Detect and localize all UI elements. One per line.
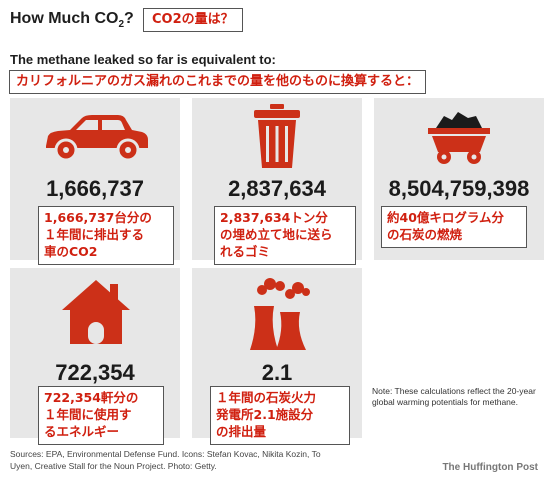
caption-jp-coal: 約40億キログラム分 の石炭の燃焼	[381, 206, 527, 248]
subtitle-jp-box: カリフォルニアのガス漏れのこれまでの量を他のものに換算すると：	[9, 70, 427, 94]
value-house: 722,354	[55, 360, 135, 385]
coal-cart-icon	[428, 112, 490, 164]
note-text: Note: These calculations reflect the 20-…	[372, 386, 536, 408]
power-plant-icon	[250, 278, 310, 350]
caption-jp-house: 722,354軒分の １年間に使用す るエネルギー	[38, 386, 164, 445]
publisher-credit: The Huffington Post	[442, 462, 538, 473]
trash-can-icon	[254, 104, 300, 168]
value-coal: 8,504,759,398	[388, 176, 530, 201]
house-icon	[62, 280, 130, 344]
value-trash: 2,837,634	[228, 176, 326, 201]
caption-jp-power-plant: １年間の石炭火力 発電所2.1施設分 の排出量	[210, 386, 350, 445]
caption-jp-car: 1,666,737台分の １年間に排出する 車のCO2	[38, 206, 174, 265]
subtitle: The methane leaked so far is equivalent …	[10, 52, 276, 67]
value-car: 1,666,737	[46, 176, 144, 201]
car-icon	[46, 115, 148, 162]
caption-jp-trash: 2,837,634トン分 の埋め立て地に送ら れるゴミ	[214, 206, 356, 265]
value-power-plant: 2.1	[261, 360, 293, 385]
title-jp-box: CO2の量は？	[143, 8, 243, 32]
sources-text: Sources: EPA, Environmental Defense Fund…	[10, 449, 321, 472]
page-title: How Much CO2?	[10, 10, 134, 31]
